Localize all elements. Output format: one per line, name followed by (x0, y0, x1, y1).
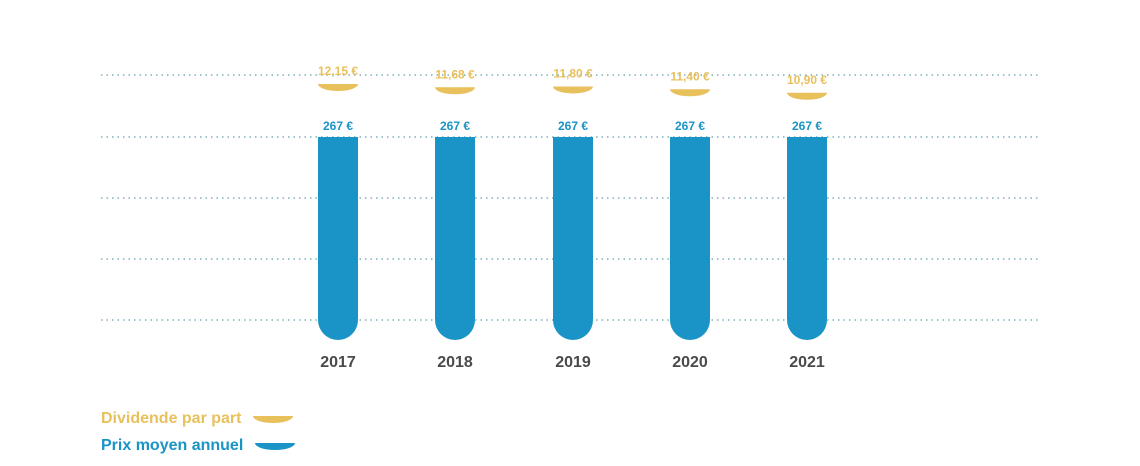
legend-dividend-label: Dividende par part (101, 410, 242, 427)
year-tick-label: 2018 (437, 354, 473, 371)
dividend-value-label: 10,90 € (787, 73, 827, 87)
dividend-value-label: 11,40 € (670, 69, 710, 83)
labels: 267 € 12,15 € 2017 267 € 11,68 € 2018 267 € 11,… (318, 64, 827, 371)
price-value-label: 267 € (675, 119, 705, 133)
price-bars (318, 137, 827, 340)
dividend-mark (318, 84, 358, 91)
price-value-label: 267 € (323, 119, 353, 133)
dividend-mark (553, 86, 593, 94)
price-bar (787, 137, 827, 340)
year-tick-label: 2019 (555, 354, 591, 371)
year-tick-label: 2021 (789, 354, 825, 371)
dividend-value-label: 12,15 € (318, 64, 358, 78)
legend-price-label: Prix moyen annuel (101, 437, 244, 454)
price-value-label: 267 € (558, 119, 588, 133)
year-tick-label: 2020 (672, 354, 708, 371)
price-bar (553, 137, 593, 340)
dividend-mark (670, 89, 710, 97)
dividend-value-label: 11,68 € (435, 67, 475, 81)
price-bar (435, 137, 475, 340)
price-value-label: 267 € (792, 119, 822, 133)
price-bar (670, 137, 710, 340)
legend-dividend-swatch (253, 414, 294, 424)
dividend-mark (435, 87, 475, 95)
gridlines (101, 74, 1040, 321)
legend-dividend: Dividende par part (101, 410, 294, 428)
year-tick-label: 2017 (320, 354, 356, 371)
legend-price: Prix moyen annuel (101, 437, 296, 455)
dividend-mark (787, 92, 827, 100)
price-bar (318, 137, 358, 340)
legend-price-swatch (255, 441, 296, 451)
dividend-value-label: 11,80 € (553, 66, 593, 80)
dividend-marks (318, 84, 827, 100)
price-value-label: 267 € (440, 119, 470, 133)
